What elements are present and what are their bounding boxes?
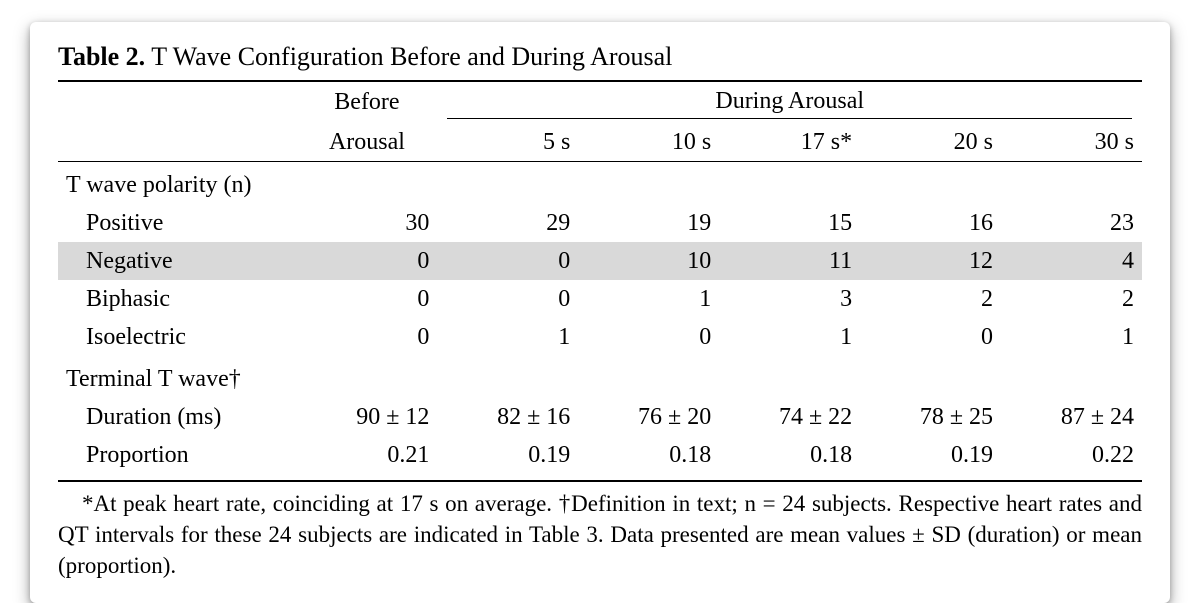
cell: 0.19: [860, 436, 1001, 474]
cell: 2: [860, 280, 1001, 318]
cell: 74 ± 22: [719, 398, 860, 436]
header-row-1: Before During Arousal: [58, 82, 1142, 123]
cell: 0: [437, 280, 578, 318]
table-row: Proportion 0.21 0.19 0.18 0.18 0.19 0.22: [58, 436, 1142, 474]
cell: 19: [578, 204, 719, 242]
row-label: Proportion: [58, 436, 296, 474]
cell: 4: [1001, 242, 1142, 280]
table-card: Table 2. T Wave Configuration Before and…: [30, 22, 1170, 603]
cell: 0.21: [296, 436, 437, 474]
cell: 87 ± 24: [1001, 398, 1142, 436]
cell: 15: [719, 204, 860, 242]
table-row: Isoelectric 0 1 0 1 0 1: [58, 318, 1142, 356]
cell: 0.22: [1001, 436, 1142, 474]
table-label: Table 2.: [58, 42, 145, 71]
bottom-rule: [58, 480, 1142, 482]
cell: 30: [296, 204, 437, 242]
section-terminal: Terminal T wave†: [58, 356, 1142, 398]
header-10s: 10 s: [578, 123, 719, 162]
table-row: Biphasic 0 0 1 3 2 2: [58, 280, 1142, 318]
data-table: Before During Arousal Arousal 5 s 10 s 1…: [58, 82, 1142, 474]
table-row: Positive 30 29 19 15 16 23: [58, 204, 1142, 242]
cell: 10: [578, 242, 719, 280]
cell: 0.18: [719, 436, 860, 474]
cell: 1: [437, 318, 578, 356]
section-terminal-label: Terminal T wave†: [58, 356, 1142, 398]
cell: 3: [719, 280, 860, 318]
cell: 2: [1001, 280, 1142, 318]
cell: 11: [719, 242, 860, 280]
header-during-text: During Arousal: [715, 88, 864, 114]
cell: 0: [437, 242, 578, 280]
cell: 16: [860, 204, 1001, 242]
row-label: Duration (ms): [58, 398, 296, 436]
cell: 82 ± 16: [437, 398, 578, 436]
table-row-highlight: Negative 0 0 10 11 12 4: [58, 242, 1142, 280]
cell: 23: [1001, 204, 1142, 242]
cell: 0: [578, 318, 719, 356]
section-polarity-label: T wave polarity (n): [58, 161, 1142, 204]
table-footnote: *At peak heart rate, coinciding at 17 s …: [58, 488, 1142, 581]
cell: 76 ± 20: [578, 398, 719, 436]
header-during-spanner: During Arousal: [437, 82, 1142, 123]
table-caption: T Wave Configuration Before and During A…: [151, 42, 672, 71]
header-17s: 17 s*: [719, 123, 860, 162]
header-30s: 30 s: [1001, 123, 1142, 162]
cell: 0: [296, 280, 437, 318]
header-row-2: Arousal 5 s 10 s 17 s* 20 s 30 s: [58, 123, 1142, 162]
table-row: Duration (ms) 90 ± 12 82 ± 16 76 ± 20 74…: [58, 398, 1142, 436]
row-label: Isoelectric: [58, 318, 296, 356]
row-label: Positive: [58, 204, 296, 242]
spanner-underline: [447, 118, 1132, 119]
cell: 90 ± 12: [296, 398, 437, 436]
cell: 0: [296, 242, 437, 280]
cell: 0.19: [437, 436, 578, 474]
cell: 1: [578, 280, 719, 318]
row-label: Negative: [58, 242, 296, 280]
header-before-bot: Arousal: [296, 123, 437, 162]
cell: 0.18: [578, 436, 719, 474]
cell: 0: [296, 318, 437, 356]
cell: 78 ± 25: [860, 398, 1001, 436]
cell: 12: [860, 242, 1001, 280]
header-blank: [58, 82, 296, 123]
cell: 1: [1001, 318, 1142, 356]
header-before-top: Before: [296, 82, 437, 123]
cell: 0: [860, 318, 1001, 356]
header-blank-2: [58, 123, 296, 162]
cell: 29: [437, 204, 578, 242]
section-polarity: T wave polarity (n): [58, 161, 1142, 204]
header-20s: 20 s: [860, 123, 1001, 162]
header-5s: 5 s: [437, 123, 578, 162]
cell: 1: [719, 318, 860, 356]
row-label: Biphasic: [58, 280, 296, 318]
table-title: Table 2. T Wave Configuration Before and…: [58, 40, 1142, 74]
